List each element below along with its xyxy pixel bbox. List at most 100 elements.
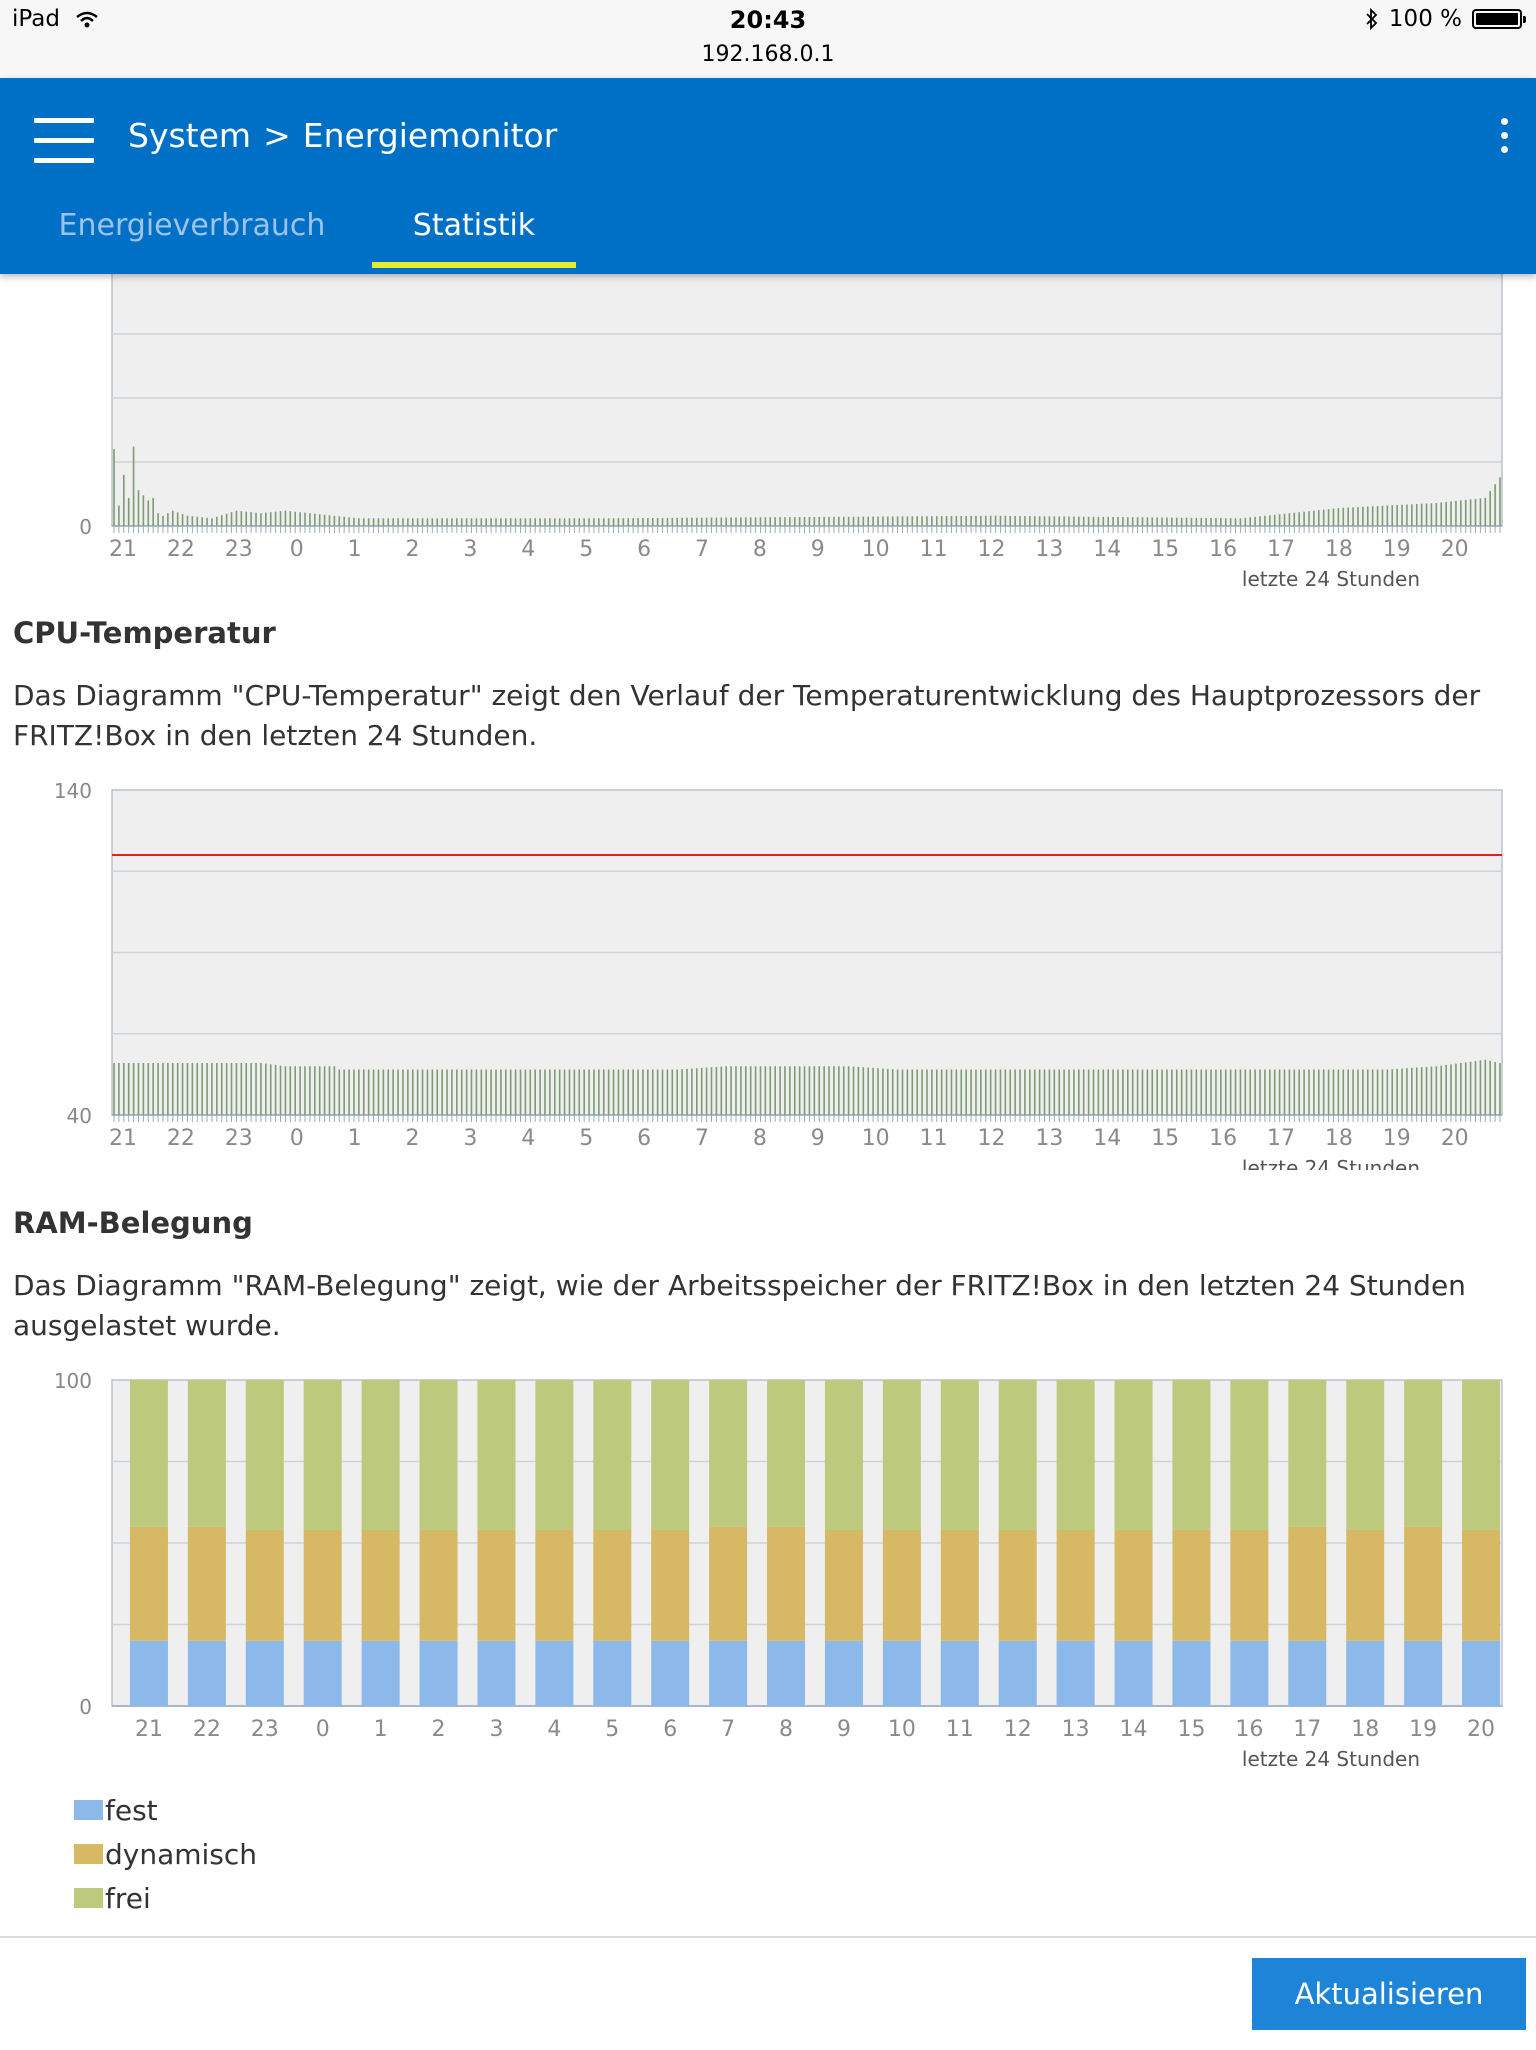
tab-statistik[interactable]: Statistik — [412, 208, 536, 243]
tab-energieverbrauch[interactable]: Energieverbrauch — [58, 208, 326, 243]
ram-bar-fest — [361, 1640, 400, 1706]
ram-bar-dynamisch — [824, 1529, 863, 1641]
x-tick-label: 3 — [463, 537, 477, 562]
x-axis-caption: letzte 24 Stunden — [1242, 1747, 1420, 1770]
x-tick-label: 16 — [1235, 1717, 1263, 1742]
x-tick-label: 0 — [290, 1126, 304, 1151]
y-tick-label: 0 — [79, 515, 92, 539]
ram-bar-frei — [477, 1380, 516, 1530]
ram-bar-fest — [535, 1640, 574, 1706]
ram-bar-fest — [1114, 1640, 1153, 1706]
ram-bar-dynamisch — [1172, 1529, 1211, 1641]
ram-bar-frei — [1056, 1380, 1095, 1530]
ram-bar-frei — [361, 1380, 400, 1530]
ram-bar-frei — [824, 1380, 863, 1530]
breadcrumb-separator-icon: > — [263, 116, 291, 155]
x-tick-label: 22 — [167, 537, 195, 562]
x-tick-label: 21 — [109, 1126, 137, 1151]
ram-bar-fest — [419, 1640, 458, 1706]
more-options-icon[interactable] — [1492, 118, 1516, 162]
ram-bar-dynamisch — [1114, 1529, 1153, 1641]
ram-bar-fest — [1404, 1640, 1443, 1706]
x-tick-label: 11 — [920, 1126, 948, 1151]
ram-bar-dynamisch — [1404, 1526, 1443, 1641]
load-chart: 021 22 23 0 1 2 3 4 5 6 7 8 9 10 11 12 13 14 15 16 17 18 19 20l… — [79, 270, 1503, 590]
ram-bar-frei — [1346, 1380, 1385, 1530]
active-tab-indicator — [372, 262, 576, 268]
cpu-temp-description: Das Diagramm "CPU-Temperatur" zeigt den … — [13, 679, 1481, 752]
ram-bar-frei — [651, 1380, 690, 1530]
ram-bar-dynamisch — [998, 1529, 1037, 1641]
x-tick-label: 17 — [1293, 1717, 1321, 1742]
x-tick-label: 7 — [695, 537, 709, 562]
x-tick-label: 23 — [251, 1717, 279, 1742]
x-tick-label: 10 — [888, 1717, 916, 1742]
legend-swatch-fest — [74, 1800, 103, 1820]
x-tick-label: 5 — [579, 537, 593, 562]
x-tick-label: 15 — [1151, 1126, 1179, 1151]
ram-bar-fest — [651, 1640, 690, 1706]
x-tick-label: 16 — [1209, 537, 1237, 562]
x-tick-label: 7 — [721, 1717, 735, 1742]
x-tick-label: 4 — [521, 1126, 535, 1151]
x-tick-label: 1 — [374, 1717, 388, 1742]
ram-bar-frei — [940, 1380, 979, 1530]
ram-bar-frei — [245, 1380, 284, 1530]
y-tick-label: 100 — [54, 1369, 92, 1393]
y-tick-label: 40 — [67, 1104, 92, 1128]
ram-bar-dynamisch — [187, 1526, 226, 1641]
ram-bar-dynamisch — [1230, 1529, 1269, 1641]
legend-item-fest: fest — [74, 1788, 257, 1832]
ram-bar-dynamisch — [651, 1529, 690, 1641]
x-tick-label: 3 — [489, 1717, 503, 1742]
x-tick-label: 12 — [978, 1126, 1006, 1151]
ram-bar-dynamisch — [593, 1529, 632, 1641]
x-tick-label: 9 — [811, 1126, 825, 1151]
ram-bar-frei — [709, 1380, 748, 1527]
x-tick-label: 17 — [1267, 1126, 1295, 1151]
y-tick-label: 140 — [54, 779, 92, 803]
ram-bar-dynamisch — [709, 1526, 748, 1641]
page-url[interactable]: 192.168.0.1 — [701, 42, 835, 67]
x-axis-caption: letzte 24 Stunden — [1242, 1156, 1420, 1170]
x-tick-label: 18 — [1325, 1126, 1353, 1151]
ram-bar-dynamisch — [361, 1529, 400, 1641]
ram-bar-fest — [940, 1640, 979, 1706]
breadcrumb-system[interactable]: System — [128, 116, 252, 155]
x-tick-label: 20 — [1467, 1717, 1495, 1742]
x-tick-label: 12 — [978, 537, 1006, 562]
legend-label-fest: fest — [105, 1793, 158, 1827]
cpu-temp-title: CPU-Temperatur — [13, 616, 276, 650]
x-tick-label: 23 — [225, 1126, 253, 1151]
menu-icon[interactable] — [34, 118, 94, 163]
x-tick-label: 0 — [316, 1717, 330, 1742]
ram-bar-fest — [303, 1640, 342, 1706]
x-tick-label: 6 — [637, 1126, 651, 1151]
ram-legend: fest dynamisch frei — [74, 1788, 257, 1920]
x-tick-label: 14 — [1093, 537, 1121, 562]
legend-swatch-frei — [74, 1888, 103, 1908]
x-tick-label: 2 — [406, 537, 420, 562]
battery-icon — [1472, 9, 1526, 29]
x-tick-label: 13 — [1035, 1126, 1063, 1151]
ram-bar-fest — [1462, 1640, 1501, 1706]
ios-status-bar: iPad 20:43 192.168.0.1 100 % — [0, 0, 1536, 78]
ram-bar-dynamisch — [477, 1529, 516, 1641]
y-tick-label: 0 — [79, 1695, 92, 1719]
refresh-button[interactable]: Aktualisieren — [1252, 1958, 1526, 2030]
x-tick-label: 3 — [463, 1126, 477, 1151]
x-tick-label: 13 — [1035, 537, 1063, 562]
x-tick-label: 12 — [1004, 1717, 1032, 1742]
ram-bar-frei — [593, 1380, 632, 1530]
x-tick-label: 14 — [1093, 1126, 1121, 1151]
ram-bar-fest — [1346, 1640, 1385, 1706]
bluetooth-icon — [1366, 8, 1378, 30]
ram-bar-frei — [129, 1380, 168, 1527]
breadcrumb: System > Energiemonitor — [128, 116, 557, 155]
ram-bar-dynamisch — [1288, 1526, 1327, 1641]
x-tick-label: 23 — [225, 537, 253, 562]
x-tick-label: 8 — [779, 1717, 793, 1742]
x-tick-label: 14 — [1120, 1717, 1148, 1742]
x-tick-label: 15 — [1177, 1717, 1205, 1742]
